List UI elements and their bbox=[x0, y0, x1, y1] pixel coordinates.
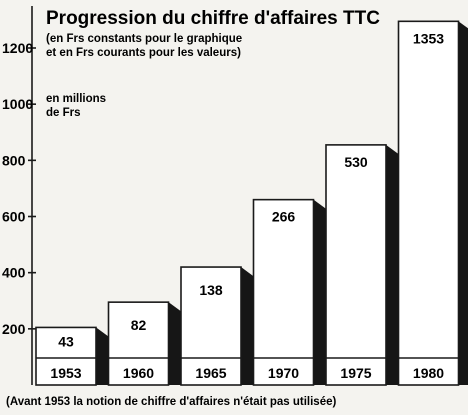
y-ticks: 200 400 600 800 1000 1200 bbox=[2, 40, 36, 337]
footnote: (Avant 1953 la notion de chiffre d'affai… bbox=[6, 396, 336, 408]
y-tick-label-1200: 1200 bbox=[2, 40, 33, 56]
year-label-1960: 1960 bbox=[123, 365, 154, 381]
value-label-1960: 82 bbox=[131, 317, 147, 333]
value-labels: 1953 43 1960 82 1965 138 1970 266 1975 530 1980 135… bbox=[50, 30, 444, 381]
bar-1965 bbox=[180, 266, 242, 386]
bar-1970 bbox=[252, 198, 315, 386]
chart-title: Progression du chiffre d'affaires TTC bbox=[46, 8, 380, 29]
bar-1960 bbox=[107, 301, 170, 386]
chart-subtitle-line-1: (en Frs constants pour le graphique bbox=[46, 33, 242, 45]
y-tick-label-800: 800 bbox=[2, 152, 26, 168]
bar-1953 bbox=[35, 326, 97, 386]
year-label-1980: 1980 bbox=[413, 365, 444, 381]
value-label-1953: 43 bbox=[58, 334, 74, 350]
bar-1975 bbox=[325, 144, 387, 386]
y-tick-label-600: 600 bbox=[2, 209, 26, 225]
value-label-1980: 1353 bbox=[413, 30, 444, 46]
year-label-1970: 1970 bbox=[268, 365, 299, 381]
bar-1980 bbox=[397, 20, 460, 386]
year-label-1953: 1953 bbox=[50, 365, 81, 381]
unit-label-line-2: de Frs bbox=[46, 107, 81, 119]
unit-label-line-1: en millions bbox=[46, 93, 106, 105]
chart-subtitle-line-2: et en Frs courants pour les valeurs) bbox=[46, 47, 241, 59]
y-tick-label-200: 200 bbox=[2, 321, 26, 337]
y-tick-label-1000: 1000 bbox=[2, 96, 33, 112]
bars bbox=[35, 20, 460, 386]
value-label-1970: 266 bbox=[272, 209, 296, 225]
value-label-1975: 530 bbox=[344, 154, 368, 170]
year-label-1965: 1965 bbox=[195, 365, 226, 381]
y-tick-label-400: 400 bbox=[2, 265, 26, 281]
bar-shadow-1980 bbox=[458, 21, 468, 385]
year-label-1975: 1975 bbox=[340, 365, 371, 381]
value-label-1965: 138 bbox=[199, 282, 223, 298]
